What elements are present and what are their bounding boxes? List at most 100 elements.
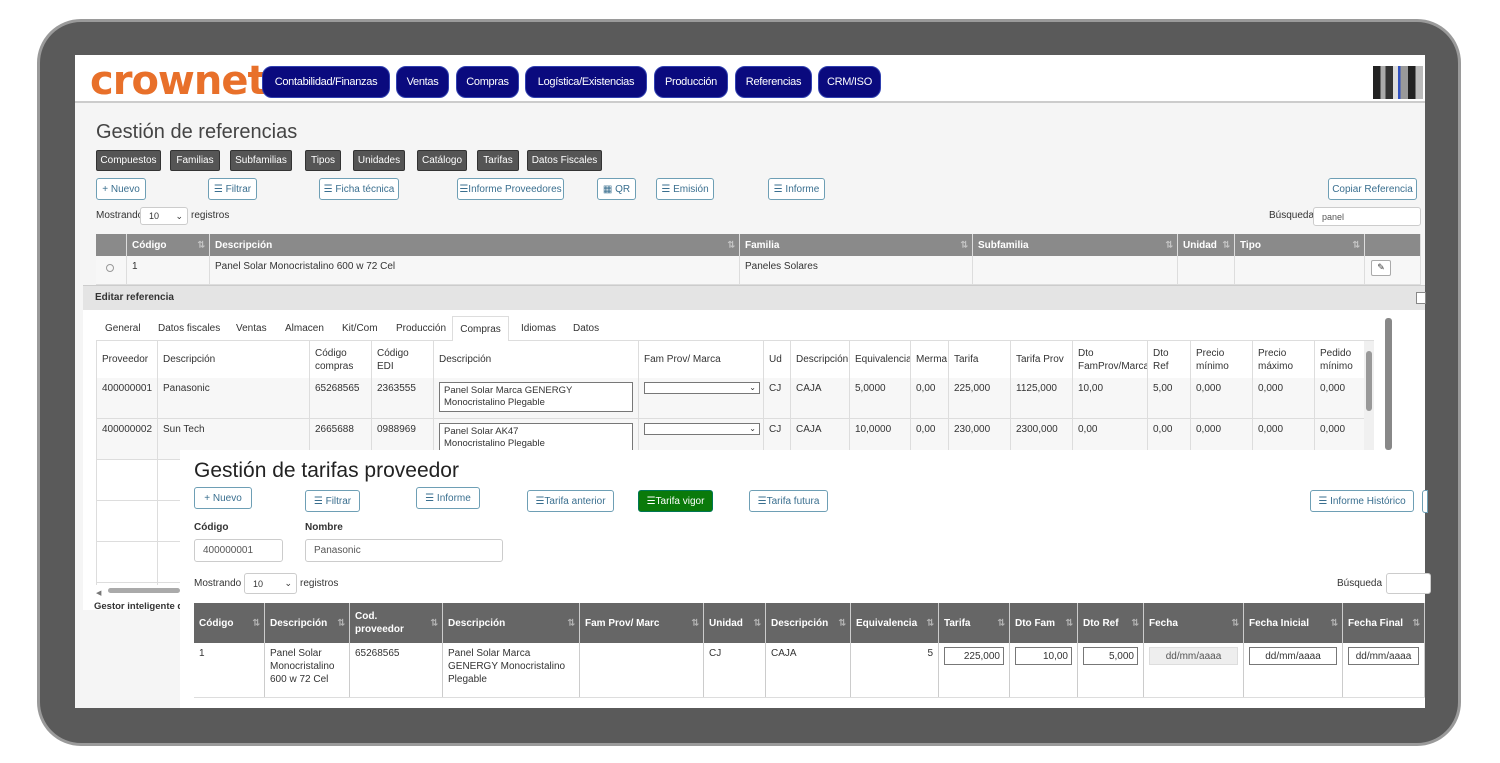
- rates-button[interactable]: ☰Tarifa vigor: [638, 490, 713, 512]
- column-header[interactable]: Código ⇅: [194, 603, 265, 643]
- column-header[interactable]: Fecha ⇅: [1144, 603, 1244, 643]
- rates-button[interactable]: + Nuevo: [194, 487, 252, 509]
- action-button[interactable]: ☰ Filtrar: [208, 178, 257, 200]
- column-header[interactable]: Descripción: [791, 341, 850, 378]
- column-header[interactable]: Subfamilia ⇅: [973, 234, 1178, 256]
- column-header[interactable]: [96, 234, 127, 256]
- column-header[interactable]: Fecha Final ⇅: [1343, 603, 1425, 643]
- action-button[interactable]: ☰ Emisión: [656, 178, 714, 200]
- search-input[interactable]: panel: [1313, 207, 1421, 226]
- column-header[interactable]: Tarifa ⇅: [939, 603, 1010, 643]
- description-textarea[interactable]: Panel Solar Marca GENERGY Monocristalino…: [439, 382, 633, 412]
- tab-datos[interactable]: Datos: [573, 323, 600, 334]
- category-button[interactable]: Tipos: [305, 150, 341, 171]
- action-button[interactable]: ☰ Ficha técnica: [319, 178, 399, 200]
- nav-item[interactable]: Producción: [654, 66, 728, 98]
- tarifa-input[interactable]: 225,000: [944, 647, 1004, 665]
- column-header[interactable]: Dto FamProv/Marca: [1073, 341, 1148, 378]
- column-header[interactable]: Descripción ⇅: [443, 603, 580, 643]
- action-button[interactable]: + Nuevo: [96, 178, 146, 200]
- category-button[interactable]: Datos Fiscales: [527, 150, 602, 171]
- page-length-select[interactable]: 10 ⌄: [244, 573, 297, 594]
- column-header[interactable]: Código EDI: [372, 341, 434, 378]
- nav-item[interactable]: Logística/Existencias: [525, 66, 647, 98]
- column-header[interactable]: Descripción: [434, 341, 639, 378]
- column-header[interactable]: Equivalencia ⇅: [851, 603, 939, 643]
- action-button[interactable]: ☰Informe Proveedores: [457, 178, 564, 200]
- table-scrollbar[interactable]: [1364, 341, 1374, 451]
- rates-button[interactable]: ☰Tarifa anterior: [527, 490, 614, 512]
- rates-button[interactable]: ☰Tarifa futura: [749, 490, 828, 512]
- extra-button[interactable]: [1422, 490, 1428, 513]
- tab-general[interactable]: General: [105, 323, 141, 334]
- column-header[interactable]: Precio mínimo: [1191, 341, 1253, 378]
- fam-prov-select[interactable]: ⌄: [644, 382, 760, 394]
- fecha-input[interactable]: dd/mm/aaaa: [1149, 647, 1238, 665]
- table-row[interactable]: 1 Panel Solar Monocristalino 600 w 72 Cel…: [194, 643, 1425, 698]
- category-button[interactable]: Familias: [170, 150, 220, 171]
- column-header[interactable]: Dto Fam ⇅: [1010, 603, 1078, 643]
- category-button[interactable]: Compuestos: [96, 150, 161, 171]
- dto-ref-input[interactable]: 5,000: [1083, 647, 1138, 665]
- table-row[interactable]: 1 Panel Solar Monocristalino 600 w 72 Cel…: [96, 256, 1421, 285]
- column-header[interactable]: Tipo ⇅: [1235, 234, 1365, 256]
- column-header[interactable]: Cod. proveedor ⇅: [350, 603, 443, 643]
- nombre-input[interactable]: Panasonic: [305, 539, 503, 562]
- search-input[interactable]: [1386, 573, 1431, 594]
- page-length-select[interactable]: 10 ⌄: [140, 207, 188, 225]
- copy-reference-button[interactable]: Copiar Referencia: [1328, 178, 1417, 200]
- fam-prov-select[interactable]: ⌄: [644, 423, 760, 435]
- category-button[interactable]: Catálogo: [417, 150, 467, 171]
- column-header[interactable]: Descripción ⇅: [766, 603, 851, 643]
- table-row[interactable]: 400000001 Panasonic 65268565 2363555 Panel S…: [97, 378, 1365, 419]
- column-header[interactable]: Familia ⇅: [740, 234, 973, 256]
- column-header[interactable]: Pedido mínimo: [1315, 341, 1365, 378]
- column-header[interactable]: Dto Ref: [1148, 341, 1191, 378]
- tab-idiomas[interactable]: Idiomas: [521, 323, 557, 334]
- nav-item[interactable]: CRM/ISO: [818, 66, 881, 98]
- rates-button[interactable]: ☰ Informe: [416, 487, 480, 509]
- column-header[interactable]: Merma: [911, 341, 949, 378]
- column-header[interactable]: Fam Prov/ Marca: [639, 341, 764, 378]
- column-header[interactable]: Descripción ⇅: [265, 603, 350, 643]
- tab-kit-com[interactable]: Kit/Com: [342, 323, 378, 334]
- action-button[interactable]: ☰ Informe: [768, 178, 825, 200]
- fecha-final-input[interactable]: dd/mm/aaaa: [1348, 647, 1419, 665]
- tab-producci-n[interactable]: Producción: [396, 323, 447, 334]
- column-header[interactable]: [1365, 234, 1421, 256]
- category-button[interactable]: Unidades: [353, 150, 405, 171]
- column-header[interactable]: Fam Prov/ Marc ⇅: [580, 603, 704, 643]
- row-radio[interactable]: [106, 264, 114, 272]
- column-header[interactable]: Descripción ⇅: [210, 234, 740, 256]
- fecha-inicial-input[interactable]: dd/mm/aaaa: [1249, 647, 1337, 665]
- tab-almacen[interactable]: Almacen: [285, 323, 324, 334]
- column-header[interactable]: Dto Ref ⇅: [1078, 603, 1144, 643]
- nav-item[interactable]: Contabilidad/Finanzas: [262, 66, 390, 98]
- user-image[interactable]: [1373, 66, 1423, 99]
- category-button[interactable]: Subfamilias: [230, 150, 292, 171]
- maximize-icon[interactable]: [1416, 292, 1426, 304]
- codigo-input[interactable]: 400000001: [194, 539, 283, 562]
- column-header[interactable]: Código ⇅: [127, 234, 210, 256]
- column-header[interactable]: Código compras: [310, 341, 372, 378]
- category-button[interactable]: Tarifas: [477, 150, 519, 171]
- column-header[interactable]: Precio máximo: [1253, 341, 1315, 378]
- column-header[interactable]: Fecha Inicial ⇅: [1244, 603, 1343, 643]
- horizontal-scrollbar[interactable]: ◀: [96, 587, 180, 597]
- description-textarea[interactable]: Panel Solar AK47 Monocristalino Plegable: [439, 423, 633, 453]
- column-header[interactable]: Equivalencia: [850, 341, 911, 378]
- tab-ventas[interactable]: Ventas: [236, 323, 267, 334]
- column-header[interactable]: Ud: [764, 341, 791, 378]
- tab-datos-fiscales[interactable]: Datos fiscales: [158, 323, 221, 334]
- rates-button[interactable]: ☰ Filtrar: [305, 490, 360, 512]
- nav-item[interactable]: Ventas: [396, 66, 449, 98]
- rates-button[interactable]: ☰ Informe Histórico: [1310, 490, 1414, 512]
- panel-scrollbar[interactable]: [1385, 318, 1392, 450]
- column-header[interactable]: Unidad ⇅: [704, 603, 766, 643]
- dto-fam-input[interactable]: 10,00: [1015, 647, 1072, 665]
- nav-item[interactable]: Referencias: [735, 66, 812, 98]
- action-button[interactable]: ▦ QR: [597, 178, 636, 200]
- nav-item[interactable]: Compras: [456, 66, 519, 98]
- column-header[interactable]: Tarifa Prov: [1011, 341, 1073, 378]
- column-header[interactable]: Descripción: [158, 341, 310, 378]
